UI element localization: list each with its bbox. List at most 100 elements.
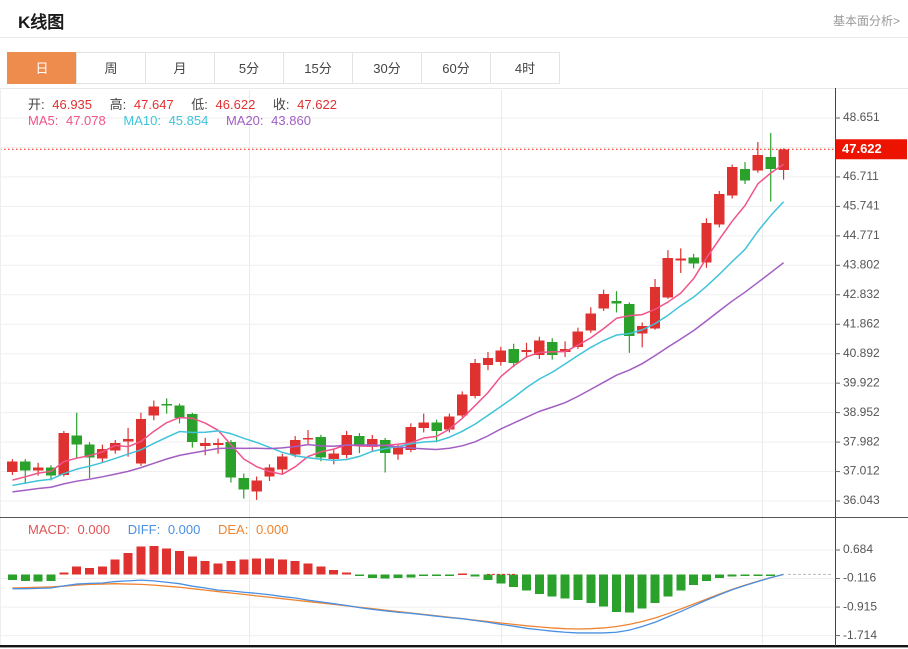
- macd-panel: [7, 545, 833, 634]
- diff-line: [12, 573, 784, 634]
- macd-bar: [444, 574, 454, 576]
- y-axis-label: 44.771: [843, 228, 880, 242]
- candle: [765, 132, 776, 202]
- candle: [726, 164, 738, 199]
- tab-4时[interactable]: 4时: [490, 52, 560, 84]
- y-axis-label: 48.651: [843, 110, 880, 124]
- macd-bar: [701, 574, 711, 581]
- candle: [688, 253, 699, 269]
- candle: [379, 437, 391, 473]
- y-axis-label: 45.741: [843, 199, 880, 213]
- page-title: K线图: [18, 13, 65, 32]
- macd-bar: [149, 545, 159, 575]
- macd-bar: [470, 574, 480, 577]
- close-value: 47.622: [297, 97, 337, 112]
- y-axis-label: 40.892: [843, 346, 880, 360]
- macd-bar: [252, 558, 262, 575]
- ma20-line: [12, 262, 785, 493]
- y-axis-label: 43.802: [843, 257, 880, 271]
- ma-readout: MA5: 47.078 MA10: 45.854 MA20: 43.860: [28, 113, 315, 128]
- candle: [701, 218, 712, 268]
- chart-area[interactable]: 开: 46.935 高: 47.647 低: 46.622 收: 47.622 …: [0, 88, 908, 649]
- ma5-label: MA5:: [28, 113, 59, 128]
- macd-bar: [599, 574, 609, 607]
- candle: [469, 358, 481, 399]
- macd-bar: [162, 548, 172, 575]
- y-axis-label: 42.832: [843, 287, 880, 301]
- macd-bar: [187, 556, 197, 575]
- candle: [328, 449, 339, 465]
- low-value: 46.622: [215, 97, 256, 112]
- macd-bar: [560, 574, 570, 599]
- open-value: 46.935: [52, 97, 93, 112]
- macd-bar: [380, 574, 390, 579]
- kline-macd-chart[interactable]: 48.651 46.711 45.741 44.771 43.802 42.832 41.8…: [0, 88, 908, 649]
- macd-bar: [740, 574, 750, 576]
- candle: [636, 322, 648, 348]
- macd-bar: [663, 574, 673, 597]
- candle: [431, 419, 442, 443]
- macd-label: MACD:: [28, 522, 70, 537]
- candle: [418, 413, 429, 433]
- chart-bottom-border: [0, 645, 908, 648]
- candle: [84, 442, 95, 479]
- ma5-value: 47.078: [65, 113, 106, 128]
- header-divider: [0, 37, 908, 38]
- candle: [212, 438, 224, 454]
- macd-bar: [200, 560, 210, 575]
- candle: [302, 430, 314, 445]
- ma5-line: [12, 163, 785, 481]
- y-axis-label: 37.982: [843, 434, 880, 448]
- tab-30分[interactable]: 30分: [352, 52, 422, 84]
- candle: [200, 437, 211, 456]
- candle: [521, 342, 532, 359]
- dea-line: [12, 573, 784, 630]
- y-axis-label: -0.116: [843, 571, 876, 585]
- tab-月[interactable]: 月: [145, 52, 215, 84]
- candle: [611, 291, 622, 313]
- y-axis-label: 38.952: [843, 405, 880, 419]
- candle: [110, 440, 121, 454]
- fundamental-analysis-link[interactable]: 基本面分析>: [832, 14, 900, 28]
- dea-label: DEA:: [217, 522, 249, 537]
- macd-bar: [264, 558, 274, 575]
- macd-bar: [72, 566, 82, 575]
- tab-15分[interactable]: 15分: [283, 52, 353, 84]
- candle: [598, 289, 609, 311]
- macd-bar: [496, 574, 506, 584]
- macd-bar: [239, 559, 249, 575]
- tab-5分[interactable]: 5分: [214, 52, 284, 84]
- candle: [277, 453, 288, 474]
- macd-bar: [97, 566, 107, 575]
- macd-bar: [586, 574, 596, 603]
- ma10-value: 45.854: [168, 113, 209, 128]
- macd-bar: [20, 574, 30, 581]
- y-axis-label: 46.711: [843, 169, 879, 183]
- ma10-label: MA10:: [123, 113, 161, 128]
- macd-bar: [547, 574, 557, 597]
- macd-bar: [33, 574, 43, 582]
- macd-bar: [46, 574, 56, 581]
- macd-bar: [367, 574, 377, 578]
- candle: [559, 341, 571, 358]
- macd-bar: [573, 574, 583, 601]
- diff-value: 0.000: [167, 522, 201, 537]
- high-value: 47.647: [133, 97, 174, 112]
- candle: [174, 403, 185, 424]
- tab-60分[interactable]: 60分: [421, 52, 491, 84]
- macd-bar: [7, 574, 17, 580]
- macd-bar: [329, 570, 339, 575]
- candle: [739, 162, 751, 184]
- macd-bar: [534, 574, 544, 595]
- candle: [662, 250, 674, 299]
- macd-bar: [316, 566, 326, 575]
- macd-bar: [85, 567, 95, 575]
- candlestick-panel: [7, 132, 789, 500]
- macd-bar: [136, 546, 146, 575]
- tab-日[interactable]: 日: [7, 52, 77, 84]
- low-label: 低:: [191, 97, 208, 112]
- candle: [714, 190, 725, 228]
- open-label: 开:: [28, 97, 45, 112]
- tab-周[interactable]: 周: [76, 52, 146, 84]
- macd-bar: [59, 572, 69, 575]
